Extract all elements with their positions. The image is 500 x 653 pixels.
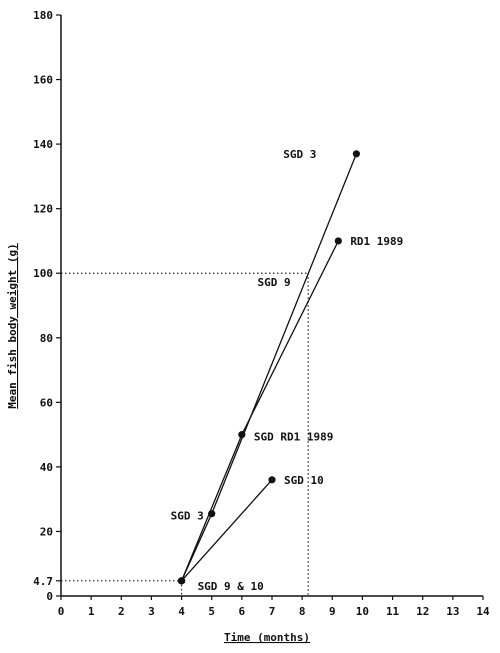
y-tick-label: 20	[40, 525, 53, 538]
annotation-label: SGD RD1 1989	[254, 431, 333, 444]
x-tick-label: 11	[386, 605, 400, 618]
y-tick-label: 80	[40, 332, 53, 345]
x-tick-label: 2	[118, 605, 125, 618]
data-point	[238, 431, 246, 439]
data-point	[334, 237, 342, 245]
y-tick-label: 4.7	[33, 575, 53, 588]
data-point	[268, 476, 276, 484]
x-tick-label: 8	[299, 605, 306, 618]
x-tick-label: 12	[416, 605, 429, 618]
y-tick-label: 140	[33, 138, 53, 151]
y-tick-label: 160	[33, 74, 53, 87]
x-tick-label: 5	[208, 605, 215, 618]
y-tick-label: 180	[33, 9, 53, 22]
x-tick-label: 6	[239, 605, 246, 618]
annotation-label: SGD 9 & 10	[198, 580, 264, 593]
annotation-label: SGD 3	[283, 148, 316, 161]
data-point	[177, 577, 186, 585]
reference-lines	[61, 272, 309, 596]
x-tick-label: 10	[356, 605, 369, 618]
series-lines	[180, 153, 358, 582]
x-tick-label: 3	[148, 605, 155, 618]
annotation-label: RD1 1989	[350, 235, 403, 248]
y-tick-label: 40	[40, 461, 53, 474]
x-tick-label: 0	[58, 605, 65, 618]
x-ticks: 0 1 2 3 4 5 6 7 8 9 10 11 12 13 14	[58, 596, 490, 618]
series-line	[181, 479, 273, 582]
data-point	[352, 150, 360, 158]
x-tick-label: 9	[329, 605, 336, 618]
x-tick-label: 4	[178, 605, 185, 618]
x-tick-label: 7	[269, 605, 276, 618]
y-ticks: 0 4.7 20 40 60 80 100 120 140 160 180	[33, 9, 61, 603]
data-point	[208, 510, 216, 518]
y-tick-label: 100	[33, 267, 53, 280]
annotation-label: SGD 3	[171, 510, 204, 523]
x-axis-title: Time (months)	[224, 631, 310, 644]
y-tick-label: 120	[33, 203, 53, 216]
y-tick-label: 0	[46, 590, 53, 603]
x-tick-label: 14	[476, 605, 490, 618]
annotations: SGD 3 RD1 1989 SGD 9 SGD RD1 1989 SGD 3 SGD 1…	[171, 148, 404, 593]
data-points	[177, 150, 360, 585]
annotation-label: SGD 10	[284, 474, 324, 487]
y-tick-label: 60	[40, 396, 53, 409]
y-axis-title: Mean fish body weight (g)	[6, 243, 19, 409]
annotation-label: SGD 9	[258, 276, 291, 289]
x-tick-label: 1	[88, 605, 95, 618]
x-tick-label: 13	[446, 605, 459, 618]
